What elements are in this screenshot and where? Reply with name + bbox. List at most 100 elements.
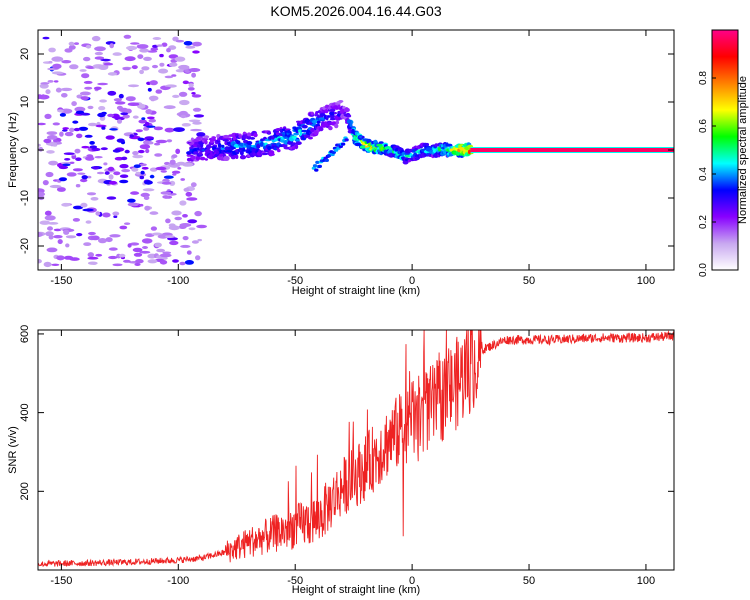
spectrogram-cell [196,147,200,151]
spectrogram-cell [179,261,186,266]
spectrogram-cell [132,115,139,119]
spectrogram-cell [52,63,62,69]
spectrogram-cell [144,136,154,140]
spectrogram-cell [144,205,151,211]
snr-series-line [38,330,674,568]
spectrogram-cell [86,175,92,179]
spectrogram-cell [83,242,92,247]
spectrogram-cell [83,56,91,62]
spectrogram-cell [159,62,165,67]
spectrogram-cell [155,89,163,94]
snr-x-tick-label: -150 [50,575,72,587]
snr-x-ticks: -150 -100 -50 0 50 100 [50,330,655,587]
spectrogram-cell [338,144,343,149]
spectrogram-cell [157,234,169,239]
spectrogram-cell [53,139,58,143]
snr-x-tick-label: -100 [167,575,189,587]
spectrogram-cell [42,180,49,186]
spectrogram-cell [75,157,82,161]
spectrogram-cell [94,56,105,60]
spectrogram-x-tick-label: -100 [167,275,189,287]
spectrogram-cell [180,114,186,119]
spectrogram-cell [163,175,174,179]
spectrogram-cell [150,47,159,51]
spectrogram-cell [49,184,62,189]
spectrogram-cell [51,263,60,266]
spectrogram-cell [143,56,152,62]
spectrogram-cell [112,211,120,216]
spectrogram-cell [135,259,144,264]
spectrogram-cell [127,243,132,248]
spectrogram-cell [179,99,190,106]
spectrogram-cell [146,125,156,128]
spectrogram-cell [179,200,187,206]
spectrogram-cell [329,111,335,116]
spectrogram-cell [192,107,202,112]
spectrogram-cell [47,226,53,231]
spectrogram-cell [48,235,54,240]
spectrogram-cell [162,195,170,199]
spectrogram-cell [156,44,163,47]
spectrogram-cell [264,142,268,146]
snr-y-tick-label: 200 [19,482,31,500]
spectrogram-cell [106,196,117,200]
spectrogram-cell [206,144,212,150]
spectrogram-cell [131,167,139,172]
spectrogram-cell [68,41,75,46]
spectrogram-cell [72,168,83,172]
spectrogram-cell [119,253,126,258]
spectrogram-cell [135,171,141,175]
spectrogram-cell [141,166,149,170]
spectrogram-cell [173,127,185,132]
spectrogram-cell [191,94,202,98]
spectrogram-cell [167,163,179,167]
spectrogram-cell [172,94,180,98]
spectrogram-cell [122,114,130,119]
spectrogram-cell [291,142,296,146]
spectrogram-cell [91,35,101,42]
spectrogram-cell [57,239,63,245]
spectrogram-cell [139,250,151,254]
spectrogram-cell [178,91,188,97]
spectrogram-cell [174,56,186,62]
spectrogram-cell [52,122,60,126]
spectrogram-cell [89,141,95,145]
spectrogram-cell [80,112,91,116]
spectrogram-cell [69,64,79,70]
spectrogram-cell [158,68,169,74]
spectrogram-cell [153,126,163,131]
spectrogram-cell [108,255,118,260]
spectrogram-cell [199,156,206,161]
spectrogram-cell [124,222,131,225]
spectrogram-cell [351,128,355,133]
spectrogram-cell [184,260,194,265]
spectrogram-cell [175,69,186,73]
spectrogram-cell [172,36,179,42]
spectrogram-cell [137,54,144,59]
spectrogram-cell [151,232,163,236]
spectrogram-cell [87,261,98,265]
spectrogram-cell [333,112,337,115]
spectrogram-cell [98,64,109,71]
spectrogram-cell [113,171,121,176]
spectrogram-cell [171,154,178,159]
spectrogram-cell [187,219,198,224]
spectrogram-cell [48,60,53,64]
spectrogram-x-tick-label: 0 [409,275,415,287]
colorbar-tick-label: 0.8 [698,71,709,85]
spectrogram-cell [156,248,166,253]
spectrogram-cell [79,69,87,72]
spectrogram-cell [196,132,206,137]
spectrogram-cell [267,130,271,135]
spectrogram-cell [80,96,89,101]
spectrogram-cell [117,119,122,124]
spectrogram-cell [154,153,163,157]
spectrogram-cell [191,72,197,78]
spectrogram-cell [61,93,68,98]
spectrogram-cell [105,237,113,243]
spectrogram-cell [102,212,111,218]
spectrogram-cell [338,100,344,103]
spectrogram-cell [172,259,179,263]
spectrogram-cell [359,145,367,149]
spectrogram-cell [259,141,264,147]
